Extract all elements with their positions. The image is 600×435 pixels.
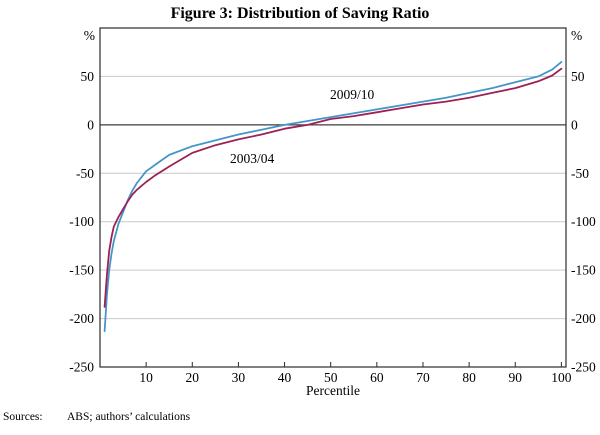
series-label-2003-04: 2003/04 [230, 151, 275, 166]
x-tick-label-10: 10 [139, 370, 153, 385]
y-tick-label-left--50: -50 [76, 166, 94, 181]
y-tick-label-left-50: 50 [81, 69, 95, 84]
series-label-2009-10: 2009/10 [330, 87, 375, 102]
y-tick-label-left--250: -250 [69, 360, 94, 375]
x-tick-label-60: 60 [370, 370, 384, 385]
series-line-2003/04 [103, 67, 563, 308]
y-tick-label-right--100: -100 [571, 214, 596, 229]
y-tick-label-left--150: -150 [69, 263, 94, 278]
x-tick-label-40: 40 [278, 370, 292, 385]
chart-title: Figure 3: Distribution of Saving Ratio [170, 5, 430, 22]
y-tick-label-left--100: -100 [69, 214, 94, 229]
y-axis-unit-left: % [83, 28, 95, 43]
x-tick-label-80: 80 [462, 370, 476, 385]
sources-text: ABS; authors’ calculations [67, 411, 191, 423]
y-tick-label-right--150: -150 [571, 263, 596, 278]
x-tick-label-50: 50 [324, 370, 338, 385]
y-tick-label-left-0: 0 [87, 117, 94, 132]
y-axis-unit-right: % [571, 28, 583, 43]
x-tick-label-30: 30 [232, 370, 246, 385]
y-tick-label-right-0: 0 [571, 117, 578, 132]
x-tick-label-90: 90 [508, 370, 522, 385]
series-line-2009/10 [103, 61, 563, 333]
y-tick-label-right--250: -250 [571, 360, 596, 375]
sources-note: Sources: ABS; authors’ calculations [3, 411, 190, 423]
plot-border [99, 27, 567, 368]
x-axis-title: Percentile [306, 383, 360, 398]
x-tick-label-20: 20 [186, 370, 200, 385]
y-tick-label-right--50: -50 [571, 166, 589, 181]
x-tick-label-100: 100 [551, 370, 572, 385]
y-tick-label-left--200: -200 [69, 311, 94, 326]
y-tick-label-right--200: -200 [571, 311, 596, 326]
sources-label: Sources: [3, 411, 43, 423]
y-tick-label-right-50: 50 [571, 69, 585, 84]
x-tick-label-70: 70 [416, 370, 430, 385]
